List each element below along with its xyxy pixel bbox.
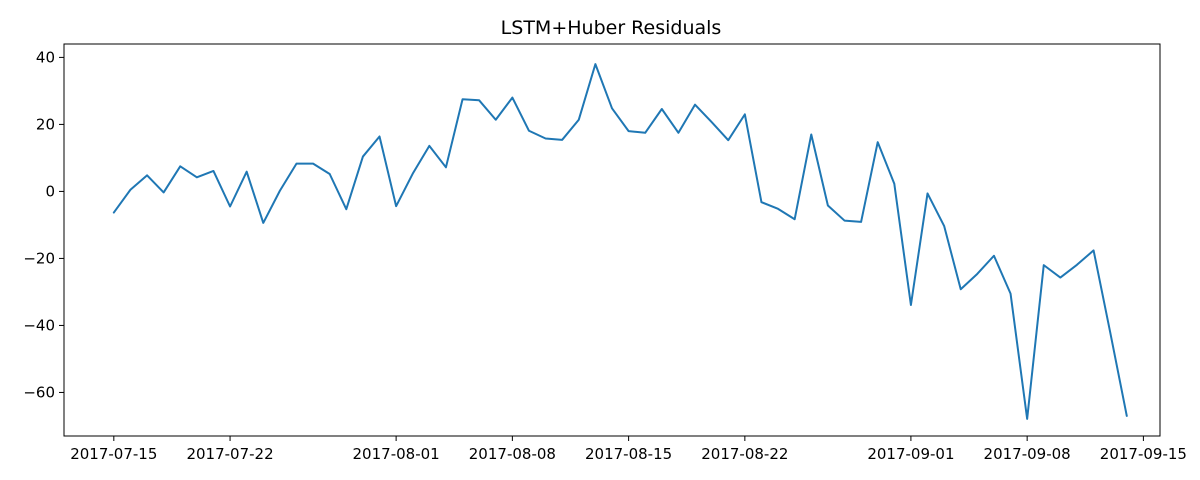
y-tick-label: 40 bbox=[36, 48, 55, 66]
y-tick-label: 20 bbox=[36, 115, 55, 133]
y-axis: 40 20 0 −20 −40 −60 bbox=[23, 48, 64, 401]
residuals-series-line bbox=[112, 63, 1128, 420]
y-tick-label: −60 bbox=[23, 383, 55, 401]
x-tick-label: 2017-09-01 bbox=[867, 445, 954, 463]
chart-title: LSTM+Huber Residuals bbox=[501, 17, 722, 39]
x-tick-label: 2017-09-08 bbox=[984, 445, 1071, 463]
x-axis: 2017-07-15 2017-07-22 2017-08-01 2017-08-08… bbox=[70, 436, 1187, 463]
x-tick-label: 2017-09-15 bbox=[1100, 445, 1187, 463]
y-tick-label: −20 bbox=[23, 249, 55, 267]
axes-frame bbox=[63, 43, 1161, 437]
x-tick-label: 2017-08-15 bbox=[585, 445, 672, 463]
y-tick-label: 0 bbox=[45, 182, 55, 200]
y-tick-label: −40 bbox=[23, 316, 55, 334]
x-tick-label: 2017-07-22 bbox=[186, 445, 273, 463]
x-tick-label: 2017-07-15 bbox=[70, 445, 157, 463]
x-tick-label: 2017-08-01 bbox=[353, 445, 440, 463]
x-tick-label: 2017-08-22 bbox=[701, 445, 788, 463]
x-tick-label: 2017-08-08 bbox=[469, 445, 556, 463]
plot-area bbox=[112, 63, 1128, 420]
